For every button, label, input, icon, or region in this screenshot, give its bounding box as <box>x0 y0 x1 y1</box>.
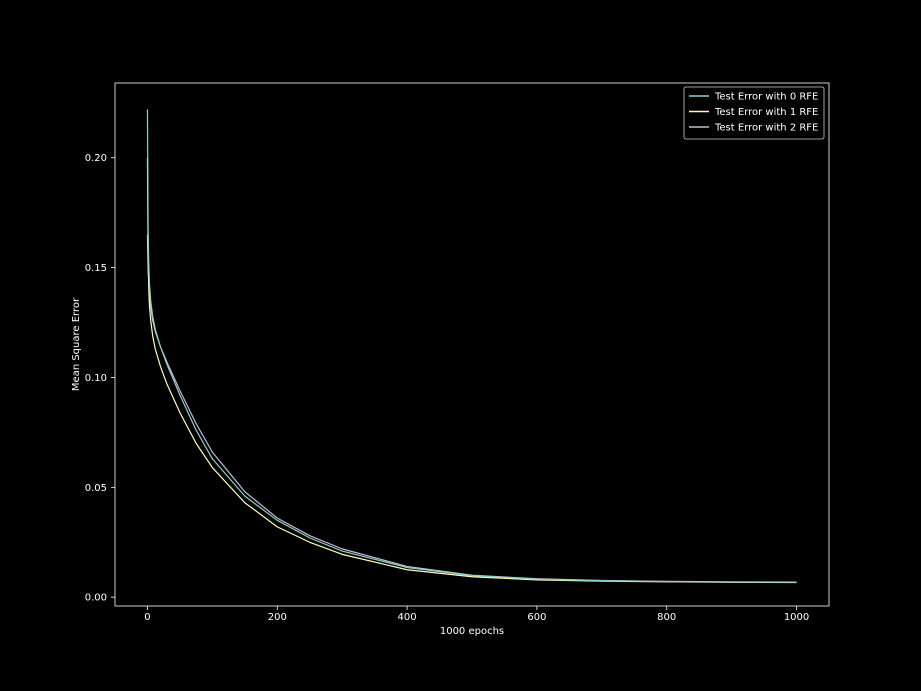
x-tick-label: 400 <box>398 612 417 623</box>
y-axis-label: Mean Square Error <box>71 297 82 391</box>
x-axis-label: 1000 epochs <box>440 626 504 637</box>
x-tick-label: 800 <box>657 612 676 623</box>
x-tick-label: 200 <box>268 612 287 623</box>
y-tick-label: 0.10 <box>85 373 107 384</box>
legend-label: Test Error with 0 RFE <box>714 92 818 103</box>
y-axis: 0.00 0.05 0.10 0.15 0.20 <box>85 153 115 604</box>
x-axis: 0 200 400 600 800 1000 <box>144 606 809 623</box>
y-tick-label: 0.00 <box>85 593 107 604</box>
x-tick-label: 0 <box>144 612 150 623</box>
y-tick-label: 0.20 <box>85 153 107 164</box>
legend-label: Test Error with 1 RFE <box>714 107 818 118</box>
x-tick-label: 1000 <box>784 612 809 623</box>
x-tick-label: 600 <box>527 612 546 623</box>
series-line-0 <box>146 109 797 583</box>
legend-frame <box>683 86 825 140</box>
legend-label: Test Error with 2 RFE <box>714 123 818 134</box>
axes-frame <box>114 82 830 607</box>
y-tick-label: 0.05 <box>85 483 107 494</box>
series-layer <box>146 109 797 584</box>
y-tick-label: 0.15 <box>85 263 107 274</box>
legend: Test Error with 0 RFE Test Error with 1 R… <box>683 86 825 140</box>
